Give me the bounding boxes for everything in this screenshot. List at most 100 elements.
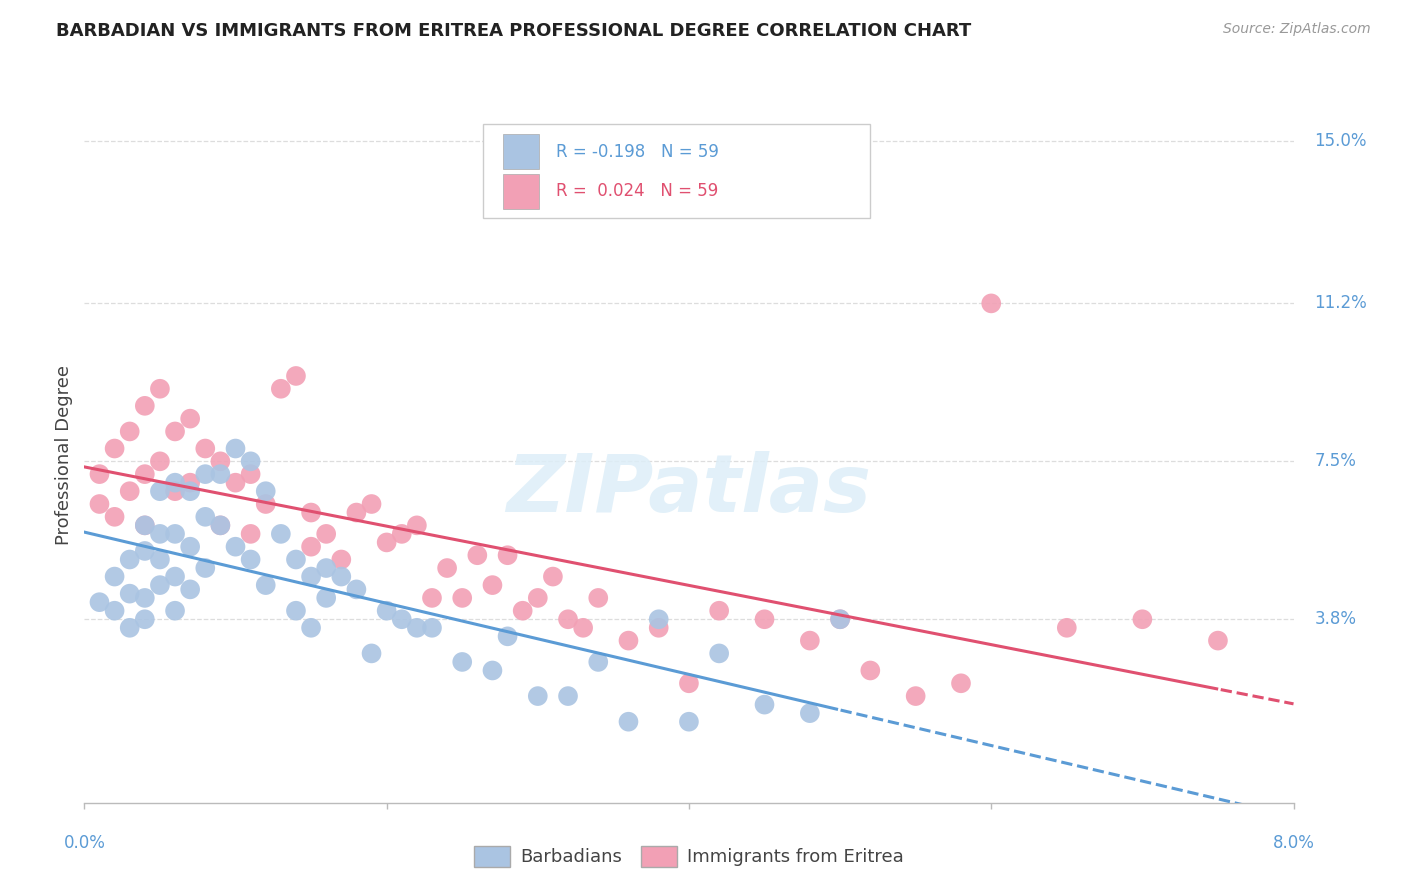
Point (754, 612, 776, 626)
Point (617, 633, 640, 648)
Point (89, 497, 111, 511)
Point (481, 664, 503, 678)
Point (709, 604, 731, 618)
Point (830, 612, 852, 626)
Point (527, 689, 550, 703)
Point (299, 506, 322, 520)
Point (420, 591, 443, 605)
Point (299, 569, 322, 583)
Point (239, 467, 262, 482)
Point (165, 475, 187, 490)
Text: 15.0%: 15.0% (1315, 132, 1367, 150)
Point (118, 621, 141, 635)
Point (179, 582, 201, 597)
Point (149, 552, 172, 566)
Point (134, 518, 156, 533)
Text: R = -0.198   N = 59: R = -0.198 N = 59 (555, 143, 718, 161)
Point (89, 595, 111, 609)
Point (557, 612, 579, 626)
Point (647, 621, 671, 635)
Point (588, 591, 610, 605)
Point (1056, 621, 1078, 635)
Point (617, 714, 640, 729)
Point (420, 621, 443, 635)
Point (451, 655, 474, 669)
Point (104, 604, 127, 618)
Point (134, 612, 156, 626)
Point (225, 475, 247, 490)
Point (165, 484, 187, 499)
Point (315, 527, 337, 541)
Point (194, 509, 217, 524)
Point (134, 467, 156, 482)
Point (391, 527, 413, 541)
Point (165, 527, 187, 541)
Point (572, 621, 595, 635)
Point (481, 578, 503, 592)
Point (647, 612, 671, 626)
Point (496, 548, 519, 562)
Point (118, 425, 141, 439)
Point (225, 540, 247, 554)
Point (179, 411, 201, 425)
Point (709, 647, 731, 661)
Point (588, 655, 610, 669)
Text: 3.8%: 3.8% (1315, 610, 1357, 628)
Point (270, 527, 292, 541)
Point (406, 518, 429, 533)
Point (149, 484, 172, 499)
Point (360, 647, 382, 661)
Point (467, 548, 489, 562)
Point (904, 689, 927, 703)
FancyBboxPatch shape (503, 134, 538, 169)
Text: 11.2%: 11.2% (1315, 294, 1368, 312)
Point (239, 454, 262, 468)
Point (209, 454, 232, 468)
Point (299, 540, 322, 554)
Point (165, 604, 187, 618)
Point (678, 714, 700, 729)
Point (134, 399, 156, 413)
Point (104, 569, 127, 583)
Text: R =  0.024   N = 59: R = 0.024 N = 59 (555, 182, 718, 200)
Point (194, 561, 217, 575)
Point (134, 591, 156, 605)
Text: BARBADIAN VS IMMIGRANTS FROM ERITREA PROFESSIONAL DEGREE CORRELATION CHART: BARBADIAN VS IMMIGRANTS FROM ERITREA PRO… (56, 22, 972, 40)
Point (284, 604, 308, 618)
Legend: Barbadians, Immigrants from Eritrea: Barbadians, Immigrants from Eritrea (467, 838, 911, 874)
Point (239, 527, 262, 541)
Point (406, 621, 429, 635)
Point (527, 591, 550, 605)
Point (1132, 612, 1154, 626)
Text: 7.5%: 7.5% (1315, 452, 1357, 470)
Point (512, 604, 534, 618)
Point (179, 484, 201, 499)
Point (315, 591, 337, 605)
Y-axis label: Professional Degree: Professional Degree (55, 365, 73, 545)
Point (118, 552, 141, 566)
Point (134, 518, 156, 533)
Text: 8.0%: 8.0% (1272, 834, 1315, 852)
Point (1206, 633, 1229, 648)
Point (209, 518, 232, 533)
Point (799, 633, 821, 648)
Point (315, 561, 337, 575)
Point (118, 587, 141, 601)
Point (254, 578, 277, 592)
Point (254, 497, 277, 511)
Point (451, 591, 474, 605)
Point (541, 569, 564, 583)
Point (391, 612, 413, 626)
Point (89, 467, 111, 482)
Point (754, 698, 776, 712)
Point (496, 629, 519, 643)
Point (330, 552, 353, 566)
Point (179, 540, 201, 554)
Point (346, 582, 368, 597)
Point (209, 518, 232, 533)
Point (209, 467, 232, 482)
Point (557, 689, 579, 703)
Point (179, 475, 201, 490)
Point (375, 604, 398, 618)
Point (165, 425, 187, 439)
